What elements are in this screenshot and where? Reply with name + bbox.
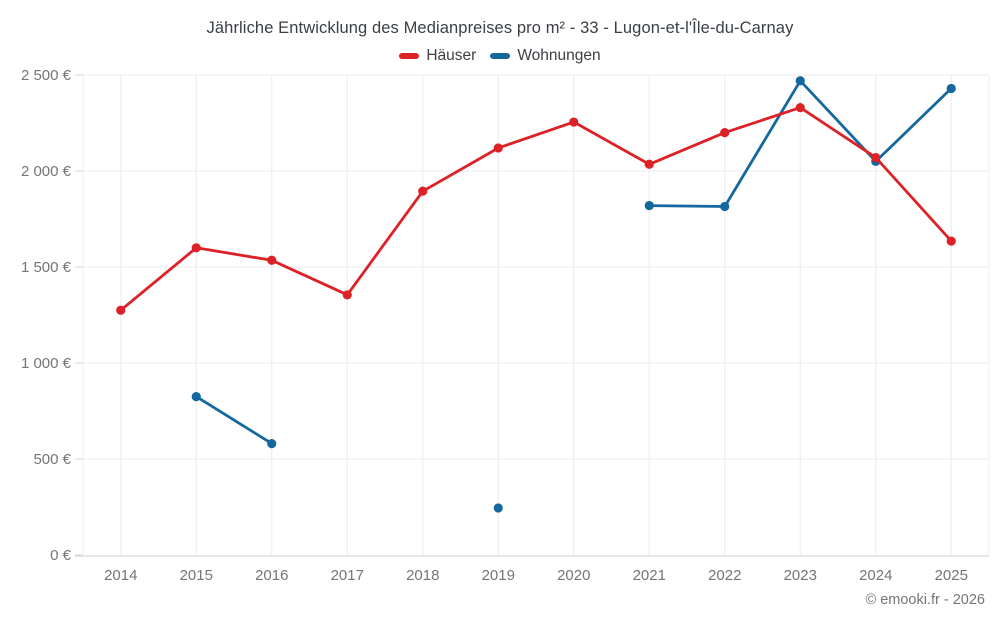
x-axis-label: 2018: [406, 567, 439, 584]
chart-title: Jährliche Entwicklung des Medianpreises …: [206, 19, 794, 37]
data-point-wohnungen-2019[interactable]: [493, 503, 503, 513]
legend-item-haeuser[interactable]: Häuser: [399, 47, 476, 65]
data-point-wohnungen-2015[interactable]: [191, 392, 201, 402]
copyright-text: © emooki.fr - 2026: [865, 592, 985, 608]
data-point-huser-2023[interactable]: [795, 103, 805, 113]
y-axis-label: 2 500 €: [21, 67, 72, 84]
data-point-huser-2019[interactable]: [493, 143, 503, 153]
legend-swatch-haeuser: [399, 53, 420, 59]
data-point-huser-2025[interactable]: [946, 236, 956, 246]
data-point-huser-2016[interactable]: [267, 255, 277, 265]
x-axis-label: 2019: [482, 567, 515, 584]
data-point-wohnungen-2025[interactable]: [946, 83, 956, 94]
x-axis-label: 2022: [708, 567, 741, 584]
x-axis-label: 2025: [935, 567, 968, 584]
x-axis-label: 2024: [859, 567, 892, 584]
data-point-huser-2018[interactable]: [418, 186, 428, 196]
x-axis-label: 2016: [255, 567, 288, 584]
x-axis-label: 2014: [104, 567, 137, 584]
x-axis-label: 2015: [180, 567, 213, 584]
data-point-wohnungen-2016[interactable]: [267, 439, 277, 449]
data-point-wohnungen-2023[interactable]: [795, 76, 805, 86]
legend: Häuser Wohnungen: [0, 47, 1000, 65]
data-point-huser-2014[interactable]: [116, 305, 126, 315]
y-axis-label: 1 500 €: [21, 259, 72, 276]
series-line-wohnungen: [194, 395, 274, 445]
data-point-wohnungen-2022[interactable]: [720, 201, 730, 212]
legend-label-wohnungen: Wohnungen: [517, 47, 601, 64]
y-axis-label: 2 000 €: [21, 163, 72, 180]
y-axis-label: 0 €: [50, 547, 72, 564]
series-line-huser: [119, 106, 953, 312]
x-axis-label: 2020: [557, 567, 590, 584]
y-axis-label: 500 €: [33, 451, 71, 468]
data-point-huser-2022[interactable]: [720, 128, 730, 138]
data-point-wohnungen-2021[interactable]: [644, 200, 654, 211]
data-point-huser-2024[interactable]: [871, 152, 881, 163]
data-point-huser-2015[interactable]: [191, 243, 201, 253]
x-axis-label: 2021: [633, 567, 666, 584]
data-point-huser-2020[interactable]: [569, 117, 579, 127]
legend-label-haeuser: Häuser: [426, 47, 477, 64]
x-axis-label: 2023: [784, 567, 817, 584]
data-point-huser-2021[interactable]: [644, 159, 654, 169]
legend-swatch-wohnungen: [490, 53, 511, 59]
y-axis-label: 1 000 €: [21, 355, 72, 372]
legend-item-wohnungen[interactable]: Wohnungen: [490, 47, 601, 65]
data-point-huser-2017[interactable]: [342, 290, 352, 300]
x-axis-label: 2017: [331, 567, 364, 584]
